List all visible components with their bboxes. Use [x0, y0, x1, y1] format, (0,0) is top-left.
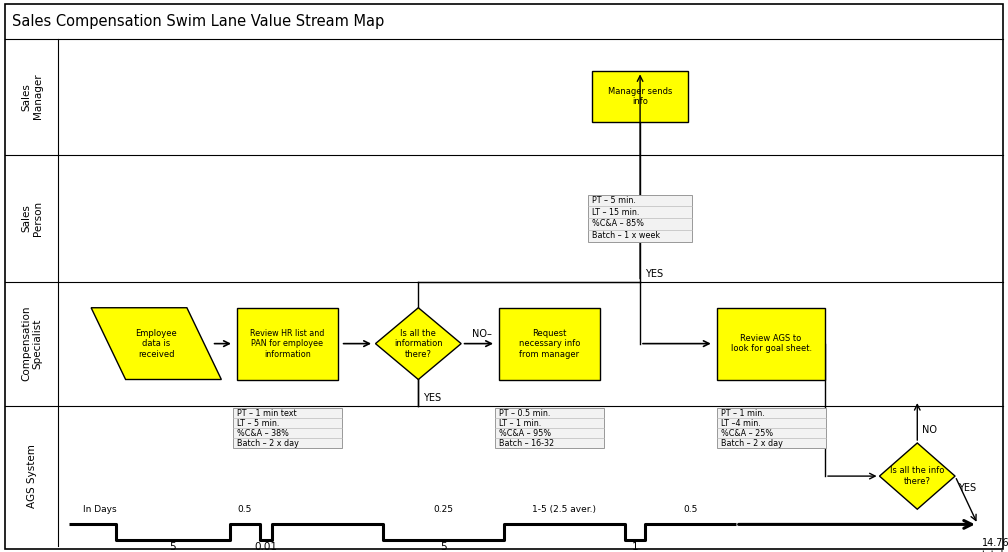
Text: Request
necessary info
from manager: Request necessary info from manager: [519, 329, 580, 358]
Text: Compensation
Specialist: Compensation Specialist: [21, 306, 42, 381]
Text: LT –4 min.: LT –4 min.: [721, 419, 760, 428]
FancyBboxPatch shape: [499, 308, 600, 380]
Text: %C&A – 38%: %C&A – 38%: [237, 429, 288, 438]
Text: 14.76
total: 14.76 total: [982, 538, 1008, 552]
Text: NO–: NO–: [472, 329, 492, 339]
Text: Review HR list and
PAN for employee
information: Review HR list and PAN for employee info…: [250, 329, 325, 358]
Polygon shape: [375, 308, 461, 380]
FancyBboxPatch shape: [495, 408, 604, 448]
FancyBboxPatch shape: [589, 195, 691, 242]
Text: Sales
Person: Sales Person: [21, 200, 42, 236]
Polygon shape: [879, 443, 956, 509]
Text: 1: 1: [632, 542, 638, 551]
Text: 0.5: 0.5: [238, 506, 252, 514]
Text: 0.25: 0.25: [433, 506, 454, 514]
Text: Is all the info
there?: Is all the info there?: [890, 466, 944, 486]
Text: Batch – 2 x day: Batch – 2 x day: [721, 439, 782, 448]
Text: In Days: In Days: [83, 506, 116, 514]
Text: Batch – 1 x week: Batch – 1 x week: [593, 231, 660, 240]
Text: YES: YES: [423, 393, 442, 403]
Text: 5: 5: [169, 542, 175, 551]
Text: Sales
Manager: Sales Manager: [21, 74, 42, 119]
Text: PT – 0.5 min.: PT – 0.5 min.: [499, 409, 550, 418]
FancyBboxPatch shape: [593, 72, 687, 122]
Text: 1-5 (2.5 aver.): 1-5 (2.5 aver.): [532, 506, 597, 514]
Text: Review AGS to
look for goal sheet.: Review AGS to look for goal sheet.: [731, 334, 811, 353]
FancyBboxPatch shape: [717, 408, 826, 448]
Text: NO: NO: [922, 424, 937, 435]
Text: Batch – 2 x day: Batch – 2 x day: [237, 439, 298, 448]
Text: PT – 1 min text: PT – 1 min text: [237, 409, 296, 418]
Polygon shape: [91, 308, 222, 380]
Text: %C&A – 95%: %C&A – 95%: [499, 429, 551, 438]
Text: YES: YES: [645, 269, 663, 279]
Text: 5: 5: [440, 542, 447, 551]
Text: PT – 1 min.: PT – 1 min.: [721, 409, 764, 418]
Text: LT – 1 min.: LT – 1 min.: [499, 419, 541, 428]
Text: Batch – 16-32: Batch – 16-32: [499, 439, 554, 448]
FancyBboxPatch shape: [718, 308, 825, 380]
Text: LT – 15 min.: LT – 15 min.: [593, 208, 639, 217]
FancyBboxPatch shape: [237, 308, 338, 380]
Text: PT – 5 min.: PT – 5 min.: [593, 196, 636, 205]
Text: AGS System: AGS System: [27, 444, 36, 508]
FancyBboxPatch shape: [233, 408, 342, 448]
Text: 0.01: 0.01: [255, 542, 277, 551]
Text: LT – 5 min.: LT – 5 min.: [237, 419, 279, 428]
Text: 0.5: 0.5: [683, 506, 698, 514]
Text: %C&A – 85%: %C&A – 85%: [593, 219, 644, 229]
Text: Manager sends
info: Manager sends info: [608, 87, 672, 107]
Text: Sales Compensation Swim Lane Value Stream Map: Sales Compensation Swim Lane Value Strea…: [12, 14, 384, 29]
Text: Is all the
information
there?: Is all the information there?: [394, 329, 443, 358]
Text: %C&A – 25%: %C&A – 25%: [721, 429, 773, 438]
Text: YES: YES: [958, 482, 976, 493]
Text: Employee
data is
received: Employee data is received: [135, 329, 177, 358]
